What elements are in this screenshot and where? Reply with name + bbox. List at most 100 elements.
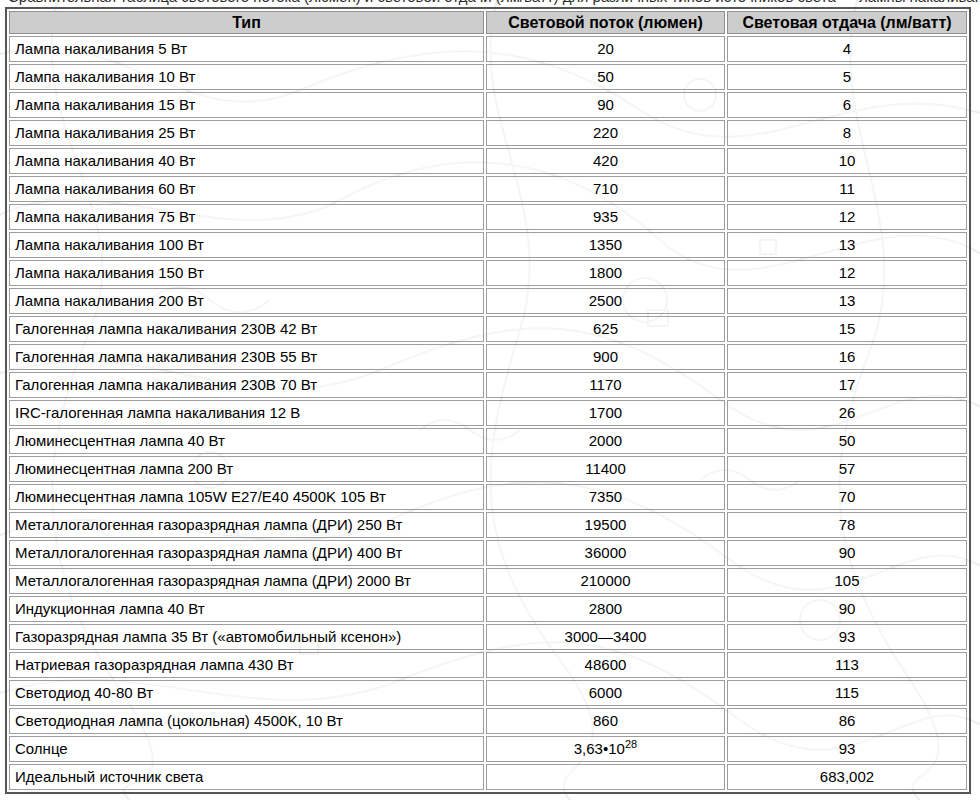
table-row: Люминесцентная лампа 200 Вт1140057 [9, 456, 967, 482]
cell-type: Лампа накаливания 10 Вт [9, 64, 484, 90]
cell-type: Газоразрядная лампа 35 Вт («автомобильны… [9, 624, 484, 650]
cell-efficacy: 5 [727, 64, 967, 90]
cell-type: Лампа накаливания 60 Вт [9, 176, 484, 202]
cell-efficacy: 57 [727, 456, 967, 482]
cell-flux: 1800 [486, 260, 725, 286]
cell-flux: 36000 [486, 540, 725, 566]
table-row: Металлогалогенная газоразрядная лампа (Д… [9, 568, 967, 594]
table-row: Солнце3,63•102893 [9, 736, 967, 762]
table-row: Лампа накаливания 75 Вт93512 [9, 204, 967, 230]
cell-flux: 210000 [486, 568, 725, 594]
table-row: Лампа накаливания 200 Вт250013 [9, 288, 967, 314]
table-row: Светодиод 40-80 Вт6000115 [9, 680, 967, 706]
cell-flux: 1350 [486, 232, 725, 258]
cell-flux: 48600 [486, 652, 725, 678]
cell-flux: 625 [486, 316, 725, 342]
cell-efficacy: 93 [727, 736, 967, 762]
cell-flux: 420 [486, 148, 725, 174]
cell-type: Идеальный источник света [9, 764, 484, 790]
table-row: Индукционная лампа 40 Вт280090 [9, 596, 967, 622]
cell-efficacy: 26 [727, 400, 967, 426]
cell-type: Лампа накаливания 150 Вт [9, 260, 484, 286]
cell-flux: 90 [486, 92, 725, 118]
cell-efficacy: 16 [727, 344, 967, 370]
cell-efficacy: 50 [727, 428, 967, 454]
cell-type: Металлогалогенная газоразрядная лампа (Д… [9, 540, 484, 566]
cell-type: IRC-галогенная лампа накаливания 12 В [9, 400, 484, 426]
cell-efficacy: 17 [727, 372, 967, 398]
cell-type: Лампа накаливания 5 Вт [9, 36, 484, 62]
cell-efficacy: 78 [727, 512, 967, 538]
table-row: Лампа накаливания 40 Вт42010 [9, 148, 967, 174]
cell-type: Металлогалогенная газоразрядная лампа (Д… [9, 512, 484, 538]
table-row: Лампа накаливания 15 Вт906 [9, 92, 967, 118]
table-row: Лампа накаливания 10 Вт505 [9, 64, 967, 90]
table-row: Галогенная лампа накаливания 230В 55 Вт9… [9, 344, 967, 370]
cell-flux: 6000 [486, 680, 725, 706]
cell-flux: 20 [486, 36, 725, 62]
cell-efficacy: 90 [727, 596, 967, 622]
cell-efficacy: 13 [727, 232, 967, 258]
cell-flux: 2500 [486, 288, 725, 314]
table-header-row: Тип Световой поток (люмен) Световая отда… [9, 11, 967, 34]
cell-efficacy: 12 [727, 204, 967, 230]
column-header-type: Тип [9, 11, 484, 34]
cell-efficacy: 12 [727, 260, 967, 286]
table-row: Лампа накаливания 60 Вт71011 [9, 176, 967, 202]
cell-efficacy: 6 [727, 92, 967, 118]
cell-type: Лампа накаливания 200 Вт [9, 288, 484, 314]
cell-type: Люминесцентная лампа 40 Вт [9, 428, 484, 454]
cell-flux: 2800 [486, 596, 725, 622]
table-row: Лампа накаливания 150 Вт180012 [9, 260, 967, 286]
page: { "page": { "top_clipped_text": "Сравнит… [0, 0, 980, 800]
cell-type: Лампа накаливания 100 Вт [9, 232, 484, 258]
cell-efficacy: 70 [727, 484, 967, 510]
cell-efficacy: 105 [727, 568, 967, 594]
cell-efficacy: 13 [727, 288, 967, 314]
cell-efficacy: 93 [727, 624, 967, 650]
table-row: Металлогалогенная газоразрядная лампа (Д… [9, 540, 967, 566]
cell-flux: 710 [486, 176, 725, 202]
table-row: Лампа накаливания 100 Вт135013 [9, 232, 967, 258]
cell-flux: 860 [486, 708, 725, 734]
column-header-efficacy: Световая отдача (лм/ватт) [727, 11, 967, 34]
cell-flux: 935 [486, 204, 725, 230]
cell-flux: 3000—3400 [486, 624, 725, 650]
cell-efficacy: 86 [727, 708, 967, 734]
cell-flux: 50 [486, 64, 725, 90]
cell-flux: 1170 [486, 372, 725, 398]
cell-type: Люминесцентная лампа 105W E27/E40 4500K … [9, 484, 484, 510]
table-header: Тип Световой поток (люмен) Световая отда… [9, 11, 967, 34]
cell-flux: 1700 [486, 400, 725, 426]
cell-flux [486, 764, 725, 790]
cell-type: Лампа накаливания 15 Вт [9, 92, 484, 118]
cell-efficacy: 115 [727, 680, 967, 706]
table-row: Натриевая газоразрядная лампа 430 Вт4860… [9, 652, 967, 678]
cell-flux: 11400 [486, 456, 725, 482]
cell-type: Галогенная лампа накаливания 230В 70 Вт [9, 372, 484, 398]
cell-type: Галогенная лампа накаливания 230В 42 Вт [9, 316, 484, 342]
cell-type: Металлогалогенная газоразрядная лампа (Д… [9, 568, 484, 594]
cell-type: Лампа накаливания 40 Вт [9, 148, 484, 174]
clipped-intro-text: Сравнительная таблица светового потока (… [0, 0, 980, 7]
cell-flux: 19500 [486, 512, 725, 538]
table-row: Металлогалогенная газоразрядная лампа (Д… [9, 512, 967, 538]
table-body: Лампа накаливания 5 Вт204Лампа накаливан… [9, 36, 967, 790]
table-row: Лампа накаливания 25 Вт2208 [9, 120, 967, 146]
table-row: Галогенная лампа накаливания 230В 70 Вт1… [9, 372, 967, 398]
cell-type: Лампа накаливания 75 Вт [9, 204, 484, 230]
table-row: Люминесцентная лампа 105W E27/E40 4500K … [9, 484, 967, 510]
cell-efficacy: 10 [727, 148, 967, 174]
table-row: Газоразрядная лампа 35 Вт («автомобильны… [9, 624, 967, 650]
cell-efficacy: 8 [727, 120, 967, 146]
cell-type: Натриевая газоразрядная лампа 430 Вт [9, 652, 484, 678]
cell-type: Светодиод 40-80 Вт [9, 680, 484, 706]
table-row: Люминесцентная лампа 40 Вт200050 [9, 428, 967, 454]
cell-efficacy: 11 [727, 176, 967, 202]
cell-flux: 2000 [486, 428, 725, 454]
cell-type: Лампа накаливания 25 Вт [9, 120, 484, 146]
flux-exponent: 28 [625, 738, 637, 750]
table-row: Лампа накаливания 5 Вт204 [9, 36, 967, 62]
cell-type: Галогенная лампа накаливания 230В 55 Вт [9, 344, 484, 370]
table-row: Светодиодная лампа (цокольная) 4500K, 10… [9, 708, 967, 734]
